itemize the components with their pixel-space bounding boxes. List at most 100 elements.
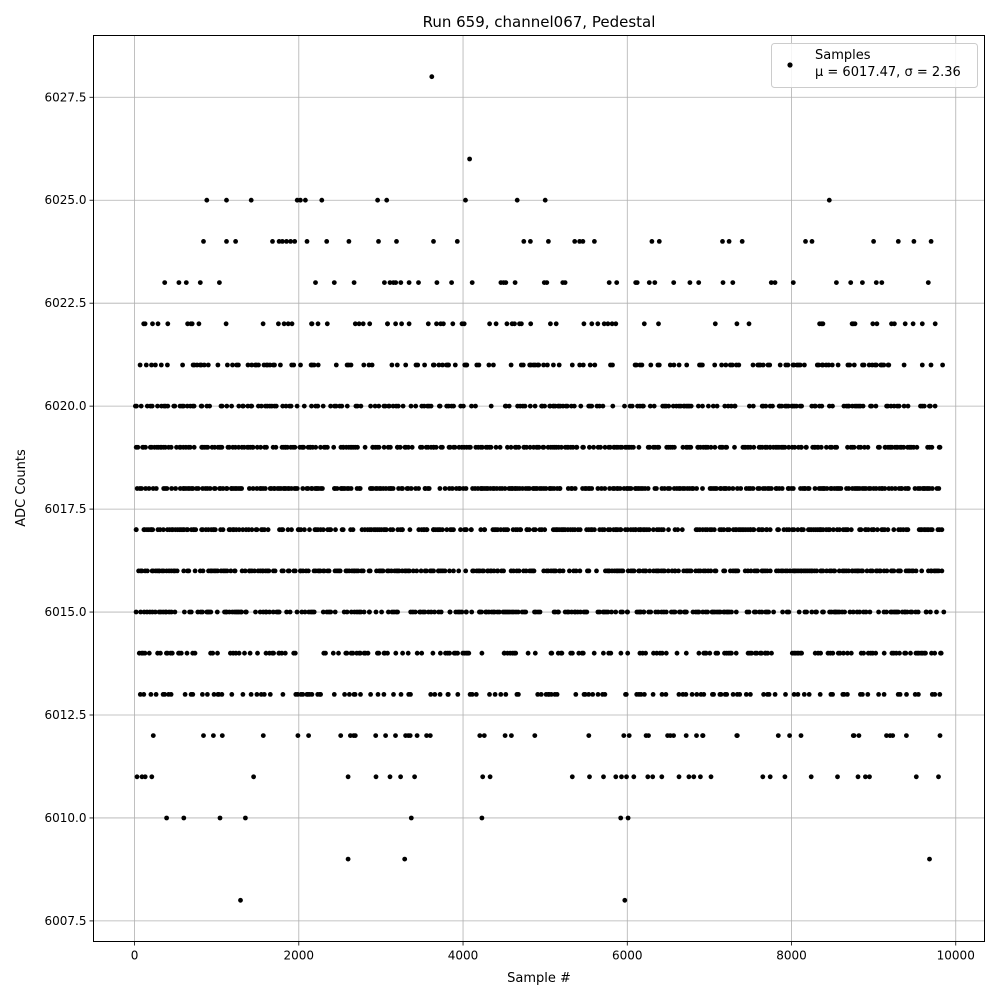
data-point: [262, 527, 267, 533]
data-point: [292, 444, 298, 450]
data-point: [153, 362, 158, 368]
data-point: [278, 362, 283, 368]
data-point: [622, 403, 627, 409]
data-point: [169, 650, 175, 656]
data-point: [375, 692, 381, 697]
data-point: [654, 650, 660, 656]
data-point-outlier: [803, 239, 808, 244]
data-point: [473, 403, 478, 409]
data-point-outlier: [431, 239, 436, 244]
data-point: [700, 403, 705, 409]
data-point: [770, 403, 775, 409]
data-point: [576, 650, 582, 656]
data-point: [559, 444, 564, 450]
data-point: [919, 362, 925, 368]
data-point-outlier: [928, 239, 934, 244]
data-point: [837, 650, 843, 656]
data-point: [146, 650, 152, 656]
data-point: [862, 444, 867, 450]
data-point: [602, 444, 608, 450]
data-point: [512, 321, 517, 327]
data-point: [707, 650, 713, 656]
data-point: [388, 444, 393, 450]
data-point: [138, 403, 144, 409]
data-point: [905, 403, 911, 409]
data-point: [746, 321, 752, 327]
data-point: [523, 609, 529, 615]
data-point: [205, 362, 211, 368]
data-point: [587, 444, 592, 450]
data-point: [601, 650, 606, 656]
data-point: [724, 692, 730, 697]
data-point: [261, 692, 267, 697]
data-point: [578, 609, 583, 615]
data-point: [431, 362, 437, 368]
data-point: [288, 403, 294, 409]
data-point: [333, 362, 339, 368]
data-point: [440, 527, 445, 533]
data-point: [656, 321, 661, 327]
data-point: [525, 650, 531, 656]
data-point: [713, 568, 719, 574]
data-point: [696, 609, 702, 615]
data-point: [851, 362, 857, 368]
data-point: [488, 444, 494, 450]
data-point: [211, 733, 216, 738]
data-point: [663, 609, 669, 615]
data-point: [570, 650, 575, 656]
data-point: [442, 486, 448, 491]
data-point: [193, 527, 199, 533]
data-point: [735, 486, 740, 491]
data-point: [497, 444, 503, 450]
data-point: [200, 568, 206, 574]
data-point: [865, 444, 871, 450]
data-point: [157, 527, 163, 533]
data-point-outlier: [809, 239, 815, 244]
data-point: [860, 280, 865, 285]
data-point: [437, 403, 443, 409]
data-point: [224, 568, 230, 574]
data-point: [169, 609, 174, 615]
data-point: [325, 444, 330, 450]
data-point: [451, 568, 456, 574]
legend-box: [771, 43, 978, 88]
data-point: [600, 403, 606, 409]
data-point: [662, 486, 667, 491]
data-point-outlier: [913, 774, 919, 780]
data-point: [553, 321, 559, 327]
data-point: [249, 527, 255, 533]
data-point: [768, 486, 774, 491]
data-point: [236, 362, 241, 368]
data-point: [164, 486, 170, 491]
data-point: [734, 733, 740, 738]
data-point: [897, 650, 902, 656]
data-point: [458, 527, 463, 533]
data-point: [263, 650, 269, 656]
data-point: [393, 733, 398, 738]
data-point: [841, 650, 846, 656]
data-point: [301, 444, 307, 450]
data-point: [851, 444, 857, 450]
data-point: [240, 403, 246, 409]
data-point: [824, 486, 830, 491]
data-point: [217, 280, 222, 285]
data-point: [726, 527, 732, 533]
data-point: [574, 444, 580, 450]
data-point: [934, 609, 939, 615]
data-point: [376, 403, 382, 409]
data-point: [139, 568, 145, 574]
data-point: [503, 692, 509, 697]
data-point: [463, 568, 469, 574]
data-point: [875, 527, 880, 533]
data-point: [451, 403, 456, 409]
data-point: [455, 692, 461, 697]
legend-entry-stats: μ = 6017.47, σ = 2.36: [815, 65, 961, 80]
data-point: [289, 321, 295, 327]
data-point: [301, 403, 307, 409]
data-point: [172, 403, 178, 409]
data-point: [916, 692, 921, 697]
data-point: [360, 321, 366, 327]
data-point-outlier: [319, 197, 325, 203]
data-point: [416, 486, 421, 491]
